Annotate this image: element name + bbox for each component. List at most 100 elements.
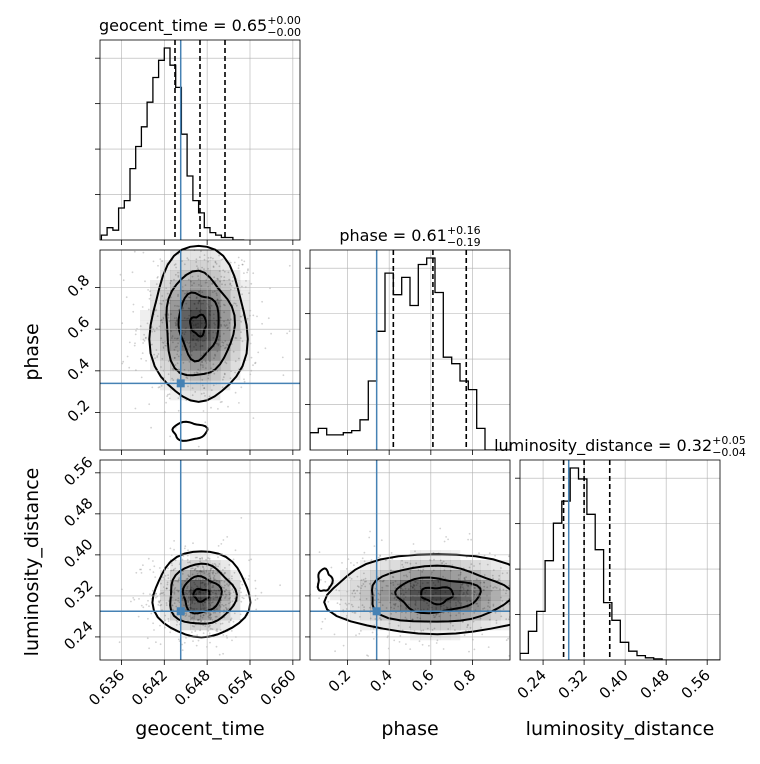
scatter-point <box>359 592 361 595</box>
scatter-point <box>137 615 140 618</box>
scatter-point <box>242 597 245 600</box>
scatter-point <box>237 264 240 267</box>
scatter-point <box>171 604 174 606</box>
density-cell <box>240 340 251 351</box>
scatter-point <box>359 598 361 601</box>
scatter-point <box>199 586 202 589</box>
scatter-point <box>189 603 192 606</box>
scatter-point <box>426 627 429 630</box>
scatter-point <box>195 261 198 263</box>
scatter-point <box>222 594 225 596</box>
density-cell <box>370 580 381 591</box>
density-cell <box>440 590 451 601</box>
scatter-point <box>218 604 221 607</box>
scatter-point <box>211 586 214 589</box>
density-cell <box>160 320 171 331</box>
density-cell <box>190 310 201 321</box>
scatter-point <box>173 357 176 359</box>
scatter-point <box>178 577 181 579</box>
density-cell <box>430 590 441 601</box>
density-cell <box>500 590 511 601</box>
scatter-point <box>226 536 229 538</box>
density-cell <box>180 260 191 271</box>
scatter-point <box>159 302 162 305</box>
scatter-point <box>229 283 232 286</box>
scatter-point <box>157 264 159 267</box>
scatter-point <box>177 580 180 583</box>
scatter-point <box>358 632 361 635</box>
scatter-point <box>353 589 356 592</box>
scatter-point <box>211 619 214 621</box>
scatter-point <box>462 588 465 590</box>
scatter-point <box>216 277 219 280</box>
density-cell <box>190 250 201 261</box>
scatter-point <box>212 569 215 572</box>
scatter-point <box>173 588 176 591</box>
scatter-point <box>473 590 476 593</box>
scatter-point <box>189 588 192 591</box>
scatter-point <box>486 563 489 566</box>
scatter-point <box>195 371 198 374</box>
scatter-point <box>403 598 405 600</box>
density-cell <box>160 370 171 381</box>
density-cell <box>380 620 391 631</box>
density-cell <box>430 580 441 591</box>
scatter-point <box>466 626 468 628</box>
density-cell <box>440 580 451 591</box>
scatter-point <box>216 298 219 301</box>
scatter-point <box>200 302 203 305</box>
density-cell <box>490 610 501 621</box>
density-cell <box>420 610 431 621</box>
scatter-point <box>373 545 376 547</box>
scatter-point <box>153 629 155 631</box>
scatter-point <box>148 605 150 608</box>
scatter-point <box>213 327 216 330</box>
scatter-point <box>211 283 214 286</box>
scatter-point <box>170 296 172 299</box>
scatter-point <box>229 377 232 380</box>
scatter-point <box>196 565 199 568</box>
scatter-point <box>155 596 157 599</box>
scatter-point <box>233 296 236 299</box>
scatter-point <box>209 614 212 617</box>
scatter-point <box>201 556 204 559</box>
scatter-point <box>393 597 396 600</box>
density-cell <box>180 310 191 321</box>
scatter-point <box>487 599 490 602</box>
scatter-point <box>148 647 151 650</box>
scatter-point <box>219 316 222 319</box>
scatter-point <box>226 608 229 611</box>
scatter-point <box>213 276 216 279</box>
scatter-point <box>327 601 330 603</box>
density-cell <box>220 380 231 391</box>
scatter-point <box>210 568 212 570</box>
scatter-point <box>406 575 408 578</box>
scatter-point <box>269 287 271 290</box>
scatter-point <box>175 580 178 582</box>
scatter-point <box>212 337 215 339</box>
scatter-point <box>389 601 392 604</box>
scatter-point <box>409 648 412 650</box>
scatter-point <box>320 627 323 630</box>
scatter-point <box>407 588 410 591</box>
scatter-point <box>186 587 189 589</box>
scatter-point <box>412 583 415 586</box>
scatter-point <box>190 606 192 609</box>
scatter-point <box>191 284 193 287</box>
scatter-point <box>505 618 508 621</box>
scatter-point <box>177 274 180 277</box>
scatter-point <box>213 562 216 565</box>
scatter-point <box>198 591 201 594</box>
scatter-point <box>234 302 237 305</box>
scatter-point <box>192 334 195 337</box>
scatter-point <box>198 593 201 596</box>
scatter-point <box>232 350 235 353</box>
scatter-point <box>165 342 168 345</box>
scatter-point <box>198 290 201 293</box>
scatter-point <box>215 332 218 334</box>
scatter-point <box>425 589 428 592</box>
scatter-point <box>457 578 460 580</box>
scatter-point <box>197 589 200 592</box>
scatter-point <box>399 587 402 590</box>
density-cell <box>150 340 161 351</box>
